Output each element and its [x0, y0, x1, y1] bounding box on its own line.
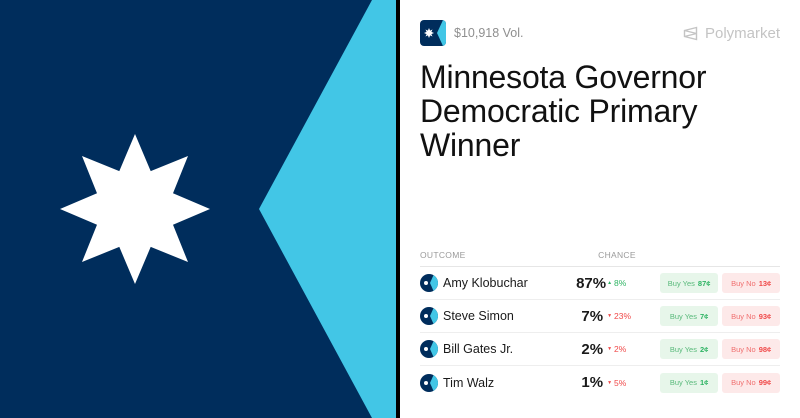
change-value: 2%: [614, 344, 627, 354]
market-header: $10,918 Vol. Polymarket: [420, 20, 780, 46]
candidate-avatar-icon: [420, 340, 438, 358]
no-price: 98¢: [758, 344, 772, 354]
table-row[interactable]: Tim Walz 1% ▼ 5% Buy Yes 1¢ Buy No 99¢: [420, 366, 780, 399]
candidate-name: Steve Simon: [443, 309, 514, 323]
arrow-down-icon: ▼: [607, 346, 613, 352]
yes-price: 2¢: [699, 344, 709, 354]
buy-no-button[interactable]: Buy No 93¢: [722, 306, 780, 326]
buy-no-label: Buy No: [731, 378, 756, 387]
buy-no-label: Buy No: [731, 278, 756, 288]
arrow-up-icon: ▲: [607, 280, 613, 286]
buy-yes-button[interactable]: Buy Yes 1¢: [659, 372, 719, 393]
buy-no-label: Buy No: [731, 311, 756, 321]
buy-yes-label: Buy Yes: [669, 311, 697, 321]
buy-yes-label: Buy Yes: [667, 278, 695, 288]
polymarket-logo-icon: [683, 26, 698, 40]
candidate-avatar-icon: [420, 274, 438, 292]
buy-no-button[interactable]: Buy No 99¢: [722, 372, 780, 393]
volume-label: $10,918 Vol.: [454, 26, 524, 40]
buy-yes-button[interactable]: Buy Yes 87¢: [659, 273, 719, 293]
candidate-name: Bill Gates Jr.: [443, 342, 514, 356]
candidate-avatar-icon: [420, 307, 438, 325]
chance-value: 87%: [576, 274, 607, 292]
no-price: 93¢: [758, 311, 772, 321]
chance-change: ▼ 23%: [607, 311, 631, 321]
outcomes-table: OUTCOME CHANCE Amy Klobuchar 87% ▲ 8% Bu…: [420, 250, 780, 399]
table-row[interactable]: Amy Klobuchar 87% ▲ 8% Buy Yes 87¢ Buy No…: [420, 267, 780, 300]
yes-price: 1¢: [699, 378, 709, 387]
panel-divider: [396, 0, 400, 418]
buy-yes-label: Buy Yes: [669, 344, 697, 354]
arrow-down-icon: ▼: [607, 313, 613, 319]
table-header: OUTCOME CHANCE: [420, 250, 780, 267]
buy-no-button[interactable]: Buy No 13¢: [722, 273, 780, 293]
buy-no-label: Buy No: [731, 344, 756, 354]
buy-yes-label: Buy Yes: [669, 378, 697, 387]
chance-change: ▲ 8%: [607, 278, 626, 288]
change-value: 8%: [614, 278, 627, 288]
market-card: $10,918 Vol. Polymarket Minnesota Govern…: [400, 0, 800, 418]
change-value: 5%: [614, 377, 627, 388]
flag-icon: [0, 0, 396, 418]
chance-cell: 87% ▲ 8%: [573, 275, 658, 292]
yes-price: 87¢: [697, 278, 711, 288]
chance-value: 2%: [581, 340, 604, 358]
north-star-icon: [60, 134, 210, 284]
chance-value: 7%: [581, 307, 604, 325]
candidate-name: Amy Klobuchar: [443, 276, 528, 290]
no-price: 99¢: [758, 378, 772, 387]
column-header-outcome: OUTCOME: [420, 250, 466, 260]
chance-cell: 2% ▼ 2%: [573, 341, 658, 358]
buy-yes-button[interactable]: Buy Yes 7¢: [659, 306, 719, 326]
table-row[interactable]: Bill Gates Jr. 2% ▼ 2% Buy Yes 2¢ Buy No 9…: [420, 333, 780, 366]
candidate-name: Tim Walz: [443, 375, 495, 390]
column-header-chance: CHANCE: [598, 250, 636, 260]
buy-no-button[interactable]: Buy No 98¢: [722, 339, 780, 359]
minnesota-flag-icon[interactable]: [420, 20, 446, 46]
chance-cell: 1% ▼ 5%: [573, 374, 658, 391]
candidate-avatar-icon: [420, 373, 438, 392]
yes-price: 7¢: [699, 311, 709, 321]
chance-change: ▼ 2%: [607, 344, 626, 354]
change-value: 23%: [614, 311, 632, 321]
chance-change: ▼ 5%: [607, 378, 626, 388]
polymarket-brand[interactable]: Polymarket: [683, 25, 780, 42]
chance-cell: 7% ▼ 23%: [573, 308, 658, 325]
arrow-down-icon: ▼: [607, 379, 613, 386]
table-row[interactable]: Steve Simon 7% ▼ 23% Buy Yes 7¢ Buy No 93¢: [420, 300, 780, 333]
minnesota-flag-image: [0, 0, 396, 418]
chance-value: 1%: [581, 374, 604, 391]
market-title: Minnesota Governor Democratic Primary Wi…: [420, 59, 707, 163]
buy-yes-button[interactable]: Buy Yes 2¢: [659, 339, 719, 359]
brand-name: Polymarket: [704, 24, 780, 42]
no-price: 13¢: [758, 278, 772, 288]
